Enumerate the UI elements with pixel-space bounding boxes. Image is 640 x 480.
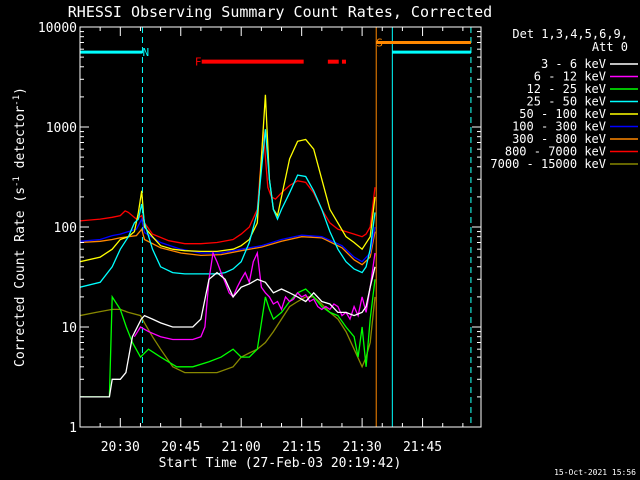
series-line-0 — [80, 266, 376, 398]
y-axis-label-sup2: -1 — [12, 95, 22, 106]
legend-label-5: 100 - 300 keV — [512, 120, 606, 134]
x-tick-label-4: 21:30 — [343, 440, 382, 455]
series-line-5 — [80, 217, 376, 263]
series-line-4 — [80, 94, 376, 263]
annotations: N F S — [80, 36, 471, 69]
footer-timestamp: 15-Oct-2021 15:56 — [554, 468, 636, 477]
legend-label-7: 800 - 7000 keV — [505, 145, 606, 159]
x-axis-label: Start Time (27-Feb-03 20:19:42) — [159, 456, 402, 471]
legend-header-line2: Att 0 — [592, 40, 628, 54]
legend-label-6: 300 - 800 keV — [512, 132, 606, 146]
x-tick-label-2: 21:00 — [222, 440, 261, 455]
x-tick-label-3: 21:15 — [282, 440, 321, 455]
y-axis-label: Corrected Count Rate (s-1 detector-1) — [12, 87, 28, 367]
y-axis-label-tail: detector — [13, 106, 28, 177]
series-line-2 — [80, 279, 376, 398]
series-group — [80, 94, 376, 398]
x-tick-label-5: 21:45 — [403, 440, 442, 455]
y-tick-label-0: 1 — [69, 421, 77, 436]
legend-label-8: 7000 - 15000 keV — [490, 157, 606, 171]
y-tick-label-1: 10 — [61, 321, 77, 336]
legend-header-line1: Det 1,3,4,5,6,9, — [512, 27, 628, 41]
legend-label-2: 12 - 25 keV — [527, 82, 606, 96]
y-axis: 1 10 100 1000 10000 — [38, 21, 481, 436]
legend-label-3: 25 - 50 keV — [527, 95, 606, 109]
annotation-f: F — [195, 56, 202, 69]
x-axis: 20:30 20:45 21:00 21:15 21:30 21:45 — [99, 27, 464, 455]
x-tick-label-1: 20:45 — [161, 440, 200, 455]
y-axis-label-end: ) — [13, 87, 28, 95]
annotation-s: S — [376, 36, 383, 49]
y-tick-label-4: 10000 — [38, 21, 77, 36]
y-tick-label-2: 100 — [54, 221, 77, 236]
y-axis-label-sup: -1 — [12, 176, 22, 187]
series-line-6 — [80, 227, 376, 266]
series-line-3 — [80, 129, 376, 288]
chart-title: RHESSI Observing Summary Count Rates, Co… — [68, 3, 492, 21]
annotation-n: N — [142, 46, 149, 59]
y-tick-label-3: 1000 — [46, 121, 77, 136]
legend-label-1: 6 - 12 keV — [534, 70, 606, 84]
y-axis-label-main: Corrected Count Rate (s — [13, 187, 28, 367]
legend-label-0: 3 - 6 keV — [541, 57, 606, 71]
x-tick-label-0: 20:30 — [101, 440, 140, 455]
legend-label-4: 50 - 100 keV — [519, 107, 606, 121]
